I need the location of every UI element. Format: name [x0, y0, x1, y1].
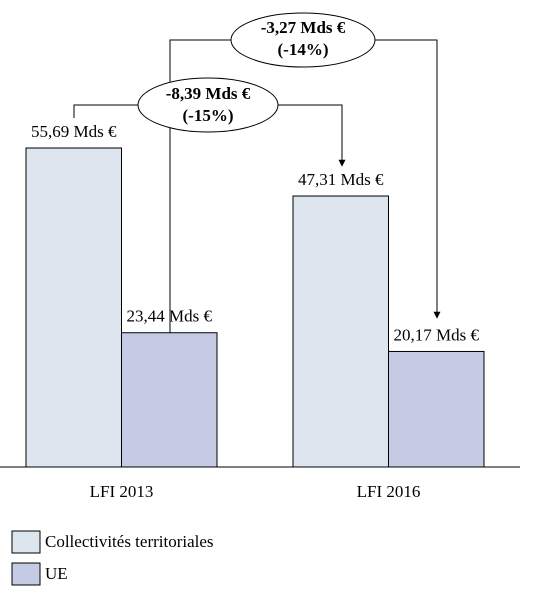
annotation-text: (-14%) [278, 40, 329, 59]
annotation-text: -3,27 Mds € [261, 18, 346, 37]
legend-swatch [11, 530, 41, 554]
value-label: 20,17 Mds € [394, 325, 480, 344]
connector-arrow [278, 104, 346, 167]
connector [73, 104, 138, 118]
bar [25, 147, 122, 468]
value-label: 55,69 Mds € [31, 122, 117, 141]
legend-label: Collectivités territoriales [45, 532, 214, 551]
bar [388, 350, 485, 468]
bar [121, 332, 218, 468]
annotation-ellipse [230, 12, 376, 68]
x-tick-label: LFI 2013 [90, 482, 154, 501]
annotation-text: -8,39 Mds € [166, 84, 251, 103]
annotation-ellipse [137, 77, 279, 133]
connector [169, 39, 231, 333]
connector-arrow [375, 39, 441, 319]
value-label: 23,44 Mds € [127, 307, 213, 326]
legend-swatch [11, 562, 41, 586]
value-label: 47,31 Mds € [298, 170, 384, 189]
x-tick-label: LFI 2016 [357, 482, 421, 501]
bars [25, 147, 485, 468]
legend-label: UE [45, 564, 68, 583]
annotation-text: (-15%) [183, 106, 234, 125]
bar [292, 195, 389, 468]
